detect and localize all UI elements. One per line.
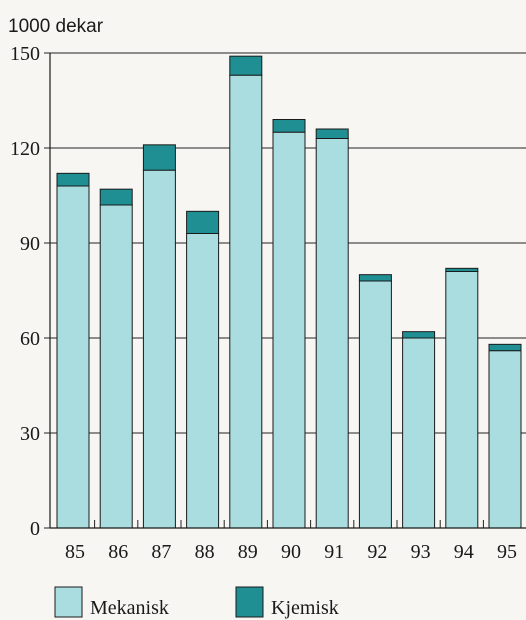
bar-segment-mekanisk	[272, 131, 306, 529]
bar-segment-mekanisk	[402, 337, 436, 529]
y-tick-label: 30	[20, 423, 40, 445]
bar-segment-mekanisk	[229, 74, 263, 529]
bars	[56, 55, 522, 529]
x-tick-label: 89	[238, 541, 258, 563]
bar-segment-kjemisk	[488, 343, 522, 352]
x-tick-label: 86	[108, 541, 128, 563]
bar-segment-kjemisk	[56, 172, 90, 187]
y-tick-label: 60	[20, 328, 40, 350]
y-axis-unit-label: 1000 dekar	[8, 16, 104, 37]
bar-segment-mekanisk	[358, 280, 392, 529]
y-tick-label: 90	[20, 233, 40, 255]
bar-segment-mekanisk	[142, 169, 176, 529]
x-tick-label: 90	[281, 541, 301, 563]
bar-segment-mekanisk	[315, 138, 349, 529]
y-tick-label: 150	[10, 43, 40, 65]
axes	[44, 52, 526, 529]
legend-swatch-kjemisk	[235, 586, 264, 618]
x-tick-label: 93	[411, 541, 431, 563]
x-tick-label: 88	[195, 541, 215, 563]
x-tick-label: 87	[151, 541, 171, 563]
y-tick-label: 120	[10, 138, 40, 160]
bar-segment-mekanisk	[445, 271, 479, 529]
bar-segment-mekanisk	[186, 233, 220, 529]
bar-segment-kjemisk	[229, 55, 263, 76]
legend-label-kjemisk: Kjemisk	[271, 597, 339, 619]
bar-segment-mekanisk	[488, 350, 522, 529]
legend-label-mekanisk: Mekanisk	[90, 597, 169, 619]
bar-segment-kjemisk	[358, 274, 392, 282]
bar-segment-mekanisk	[99, 204, 133, 529]
bar-segment-mekanisk	[56, 185, 90, 529]
x-tick-label: 94	[454, 541, 474, 563]
bar-segment-kjemisk	[315, 128, 349, 139]
x-tick-label: 95	[497, 541, 517, 563]
bar-segment-kjemisk	[186, 210, 220, 234]
x-tick-label: 91	[324, 541, 344, 563]
x-tick-labels: 85 86 87 88 89 90 91 92 93 94 95	[65, 541, 517, 563]
y-tick-labels: 0 30 60 90 120 150	[10, 43, 40, 540]
bar-segment-kjemisk	[272, 119, 306, 133]
bar-segment-kjemisk	[445, 267, 479, 273]
legend: Mekanisk Kjemisk	[54, 586, 339, 619]
bar-segment-kjemisk	[142, 144, 176, 171]
x-tick-label: 92	[367, 541, 387, 563]
legend-swatch-mekanisk	[54, 586, 83, 618]
bar-segment-kjemisk	[99, 188, 133, 206]
x-tick-label: 85	[65, 541, 85, 563]
y-tick-label: 0	[30, 518, 40, 540]
bar-segment-kjemisk	[402, 331, 436, 339]
